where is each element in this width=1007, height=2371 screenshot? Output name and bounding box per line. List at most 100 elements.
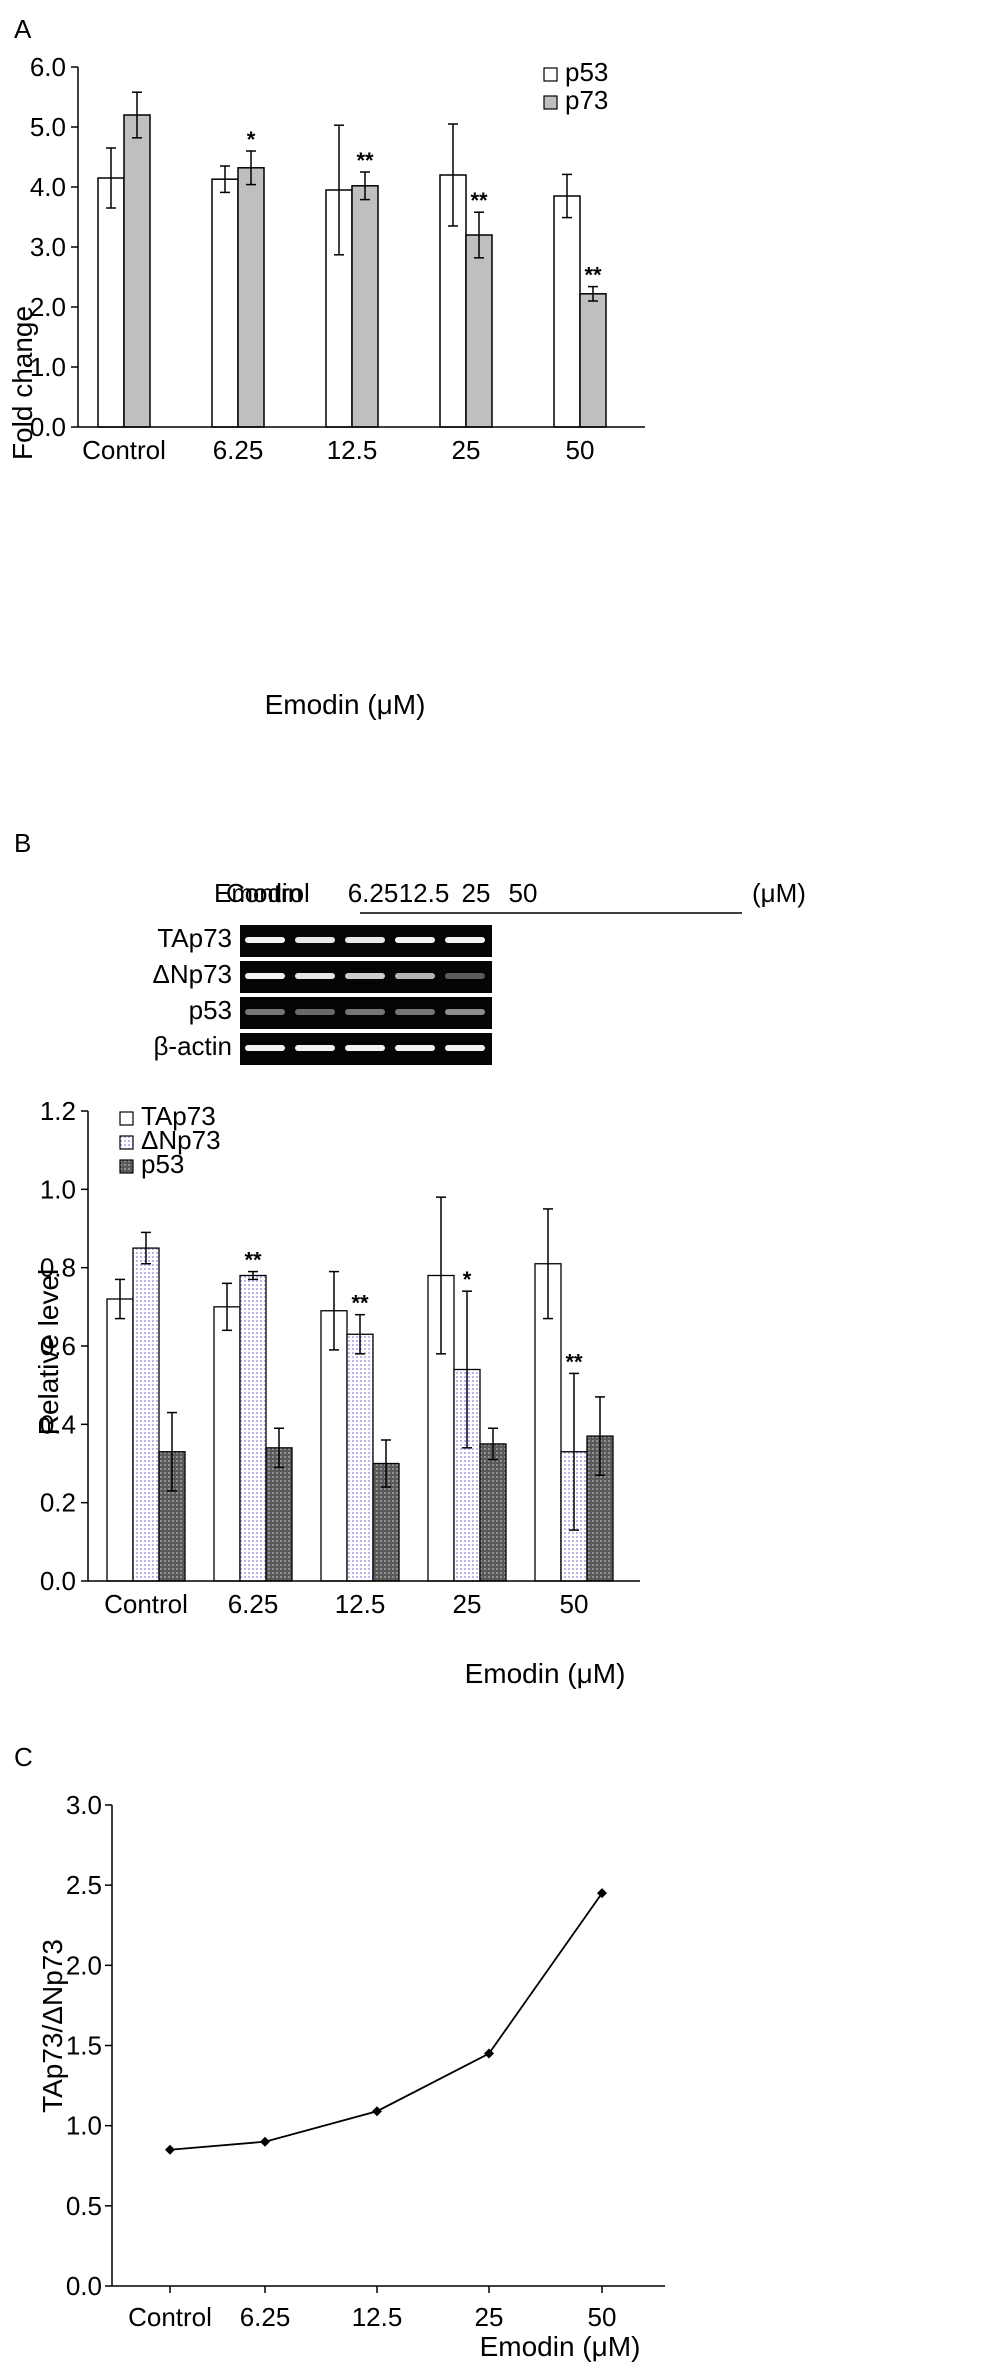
legend-label: p73 — [565, 85, 608, 115]
gel-band — [295, 1045, 335, 1051]
x-tick-label: Control — [104, 1589, 188, 1619]
panel-letter-c: C — [14, 1742, 33, 1772]
y-tick-label: 3.0 — [30, 232, 66, 262]
bar-p73-12-5 — [351, 185, 379, 428]
panel-a-y-axis-label: Fold change — [7, 306, 38, 460]
y-tick-label: 1.0 — [66, 2111, 102, 2141]
legend-swatch — [119, 1159, 134, 1174]
y-tick-label: 0.2 — [40, 1488, 76, 1518]
gel-lane-label: 50 — [509, 878, 538, 908]
x-tick-label: 25 — [452, 435, 481, 465]
gel-blot-row — [240, 961, 492, 993]
legend-item-tap73: TAp73 — [119, 1101, 216, 1131]
x-tick-label: 12.5 — [335, 1589, 386, 1619]
x-tick-label: 6.25 — [240, 2302, 291, 2332]
gel-band — [395, 1009, 435, 1015]
y-tick-label: 5.0 — [30, 112, 66, 142]
y-tick-label: 4.0 — [30, 172, 66, 202]
bar-np73-12-5 — [346, 1333, 374, 1582]
panel-c-y-axis-label: TAp73/ΔNp73 — [37, 1939, 68, 2113]
gel-band — [345, 1009, 385, 1015]
bar-p53-control — [97, 177, 125, 428]
gel-band — [245, 937, 285, 943]
error-bar-p53-25 — [448, 123, 458, 227]
gel-band — [445, 1045, 485, 1051]
error-bar-tap73-50 — [543, 1208, 553, 1320]
panel-b-x-axis-label: Emodin (μM) — [465, 1658, 626, 1689]
y-tick-label: 0.6 — [40, 1331, 76, 1361]
legend-swatch — [119, 1135, 134, 1150]
x-tick-label: 6.25 — [213, 435, 264, 465]
panel-c-y-ticks: 0.0 0.5 1.0 1.5 2.0 2.5 3.0 — [66, 1790, 112, 2301]
bar-p53-6-25 — [211, 178, 239, 428]
error-bar-p73-25 — [474, 211, 484, 259]
legend-swatch — [543, 67, 558, 82]
x-tick-label: 50 — [560, 1589, 589, 1619]
panel-a-bars: ******* — [97, 91, 607, 428]
bar-tap73-12-5 — [320, 1310, 348, 1582]
significance-marker: * — [247, 127, 256, 152]
significance-marker: ** — [351, 1291, 369, 1316]
panel-c-axes — [111, 1805, 665, 2287]
gel-row-label: ΔNp73 — [152, 959, 232, 989]
data-point-6-25 — [260, 2136, 270, 2147]
legend-swatch — [543, 95, 558, 110]
error-bar-p53-6-25 — [274, 1427, 284, 1469]
error-bar-np73-6-25 — [248, 1270, 258, 1281]
gel-band — [345, 937, 385, 943]
gel-band — [345, 973, 385, 979]
legend-item-p53: p53 — [119, 1149, 184, 1179]
gel-band — [445, 937, 485, 943]
bar-p73-control — [123, 114, 151, 428]
y-tick-label: 6.0 — [30, 52, 66, 82]
gel-band — [245, 973, 285, 979]
error-bar-p53-12-5 — [381, 1439, 391, 1488]
data-point-50 — [597, 1888, 607, 1899]
gel-band — [445, 1009, 485, 1015]
data-point-12-5 — [372, 2106, 382, 2117]
bar-np73-control — [132, 1247, 160, 1582]
x-tick-label: 50 — [588, 2302, 617, 2332]
bar-p73-6-25 — [237, 167, 265, 428]
gel-band — [445, 973, 485, 979]
gel-band — [295, 937, 335, 943]
y-tick-label: 0.4 — [40, 1409, 76, 1439]
panel-c-chart: 0.0 0.5 1.0 1.5 2.0 2.5 3.0 Control 6.25 12.5 25 5… — [37, 1790, 665, 2362]
legend-label: p53 — [141, 1149, 184, 1179]
x-tick-label: 25 — [453, 1589, 482, 1619]
gel-row-label: TAp73 — [157, 923, 232, 953]
error-bar-p53-control — [106, 147, 116, 209]
error-bar-np73-50 — [569, 1372, 579, 1531]
panel-a-x-axis-label: Emodin (μM) — [265, 689, 426, 720]
gel-row-labels: TAp73 ΔNp73 p53 β-actin — [152, 923, 232, 1061]
bar-p53-50 — [553, 195, 581, 428]
bar-np73-6-25 — [239, 1274, 267, 1582]
gel-band — [345, 1045, 385, 1051]
error-bar-p53-50 — [595, 1396, 605, 1476]
panel-b-gel-image: Emodin Control 6.25 12.5 25 50 (μM) TAp73 ΔNp… — [152, 878, 806, 1065]
gel-blot-row — [240, 925, 492, 957]
legend-label: ΔNp73 — [141, 1125, 221, 1155]
x-tick-label: 6.25 — [228, 1589, 279, 1619]
data-point-25 — [484, 2048, 494, 2059]
bar-tap73-6-25 — [213, 1306, 241, 1582]
bar-p53-25 — [479, 1443, 507, 1582]
gel-band — [245, 1045, 285, 1051]
gel-blot-row — [240, 997, 492, 1029]
panel-b-y-ticks: 0.0 0.2 0.4 0.6 0.8 1.0 1.2 — [40, 1096, 88, 1596]
significance-marker: * — [463, 1267, 472, 1292]
y-tick-label: 1.0 — [30, 352, 66, 382]
legend-item-p73: p73 — [543, 85, 608, 115]
gel-band — [395, 1045, 435, 1051]
legend-label: p53 — [565, 57, 608, 87]
y-tick-label: 3.0 — [66, 1790, 102, 1820]
panel-a-x-ticks: Control 6.25 12.5 25 50 — [82, 435, 594, 465]
panel-a-y-ticks: 0.0 1.0 2.0 3.0 4.0 5.0 6.0 — [30, 52, 78, 442]
y-tick-label: 1.0 — [40, 1174, 76, 1204]
panel-c-x-ticks: Control 6.25 12.5 25 50 — [128, 2286, 616, 2332]
gel-band — [245, 1009, 285, 1015]
error-bar-p53-25 — [488, 1427, 498, 1461]
significance-marker: ** — [356, 148, 374, 173]
